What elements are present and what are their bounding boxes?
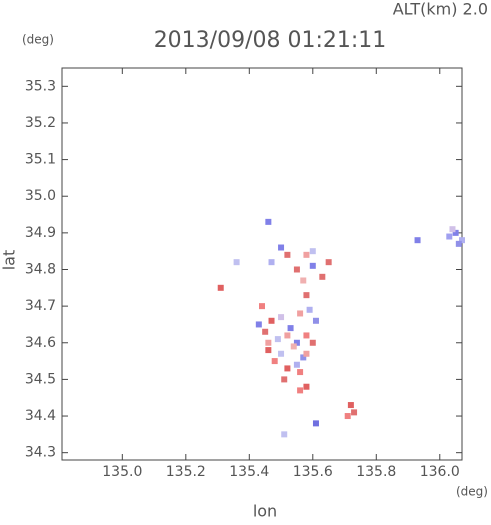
- echo-point: [300, 277, 307, 284]
- y-tick-label: 35.2: [25, 115, 56, 131]
- x-tick-label: 135.8: [356, 464, 396, 480]
- altitude-label: ALT(km) 2.0: [393, 0, 488, 19]
- echo-point: [255, 321, 262, 328]
- echo-point: [297, 369, 304, 376]
- echo-point: [287, 325, 294, 332]
- echo-point: [446, 233, 453, 240]
- y-tick-label: 35.3: [25, 78, 56, 94]
- echo-point: [303, 292, 310, 299]
- x-tick-label: 135.4: [229, 464, 269, 480]
- y-tick-label: 35.0: [25, 188, 56, 204]
- y-tick-label: 34.9: [25, 225, 56, 241]
- echo-point: [290, 343, 297, 350]
- echo-point: [284, 332, 291, 339]
- echo-point: [300, 354, 307, 361]
- echo-point: [303, 251, 310, 258]
- chart-title: 2013/09/08 01:21:11: [154, 28, 387, 53]
- echo-point: [325, 259, 332, 266]
- x-unit: (deg): [456, 485, 488, 499]
- x-axis-label: lon: [253, 502, 277, 521]
- echo-point: [297, 387, 304, 394]
- echo-point: [303, 332, 310, 339]
- echo-point: [259, 303, 265, 310]
- echo-point: [281, 431, 288, 438]
- echo-point: [278, 350, 285, 357]
- plot-frame: [61, 67, 463, 461]
- echo-point: [284, 251, 291, 258]
- echo-point: [268, 259, 275, 266]
- echo-point: [414, 237, 421, 244]
- echo-point: [274, 336, 281, 343]
- echo-point: [271, 358, 278, 365]
- echo-point: [312, 420, 319, 427]
- echo-point: [281, 376, 288, 383]
- x-tick-label: 135.0: [102, 464, 142, 480]
- echo-point: [309, 248, 316, 255]
- y-unit: (deg): [22, 33, 54, 47]
- x-tick-label: 135.2: [166, 464, 206, 480]
- echo-point: [319, 273, 326, 280]
- echo-point: [217, 284, 224, 291]
- echo-point: [278, 244, 285, 251]
- echo-point: [309, 262, 316, 269]
- x-tick-label: 136.0: [420, 464, 460, 480]
- echo-point: [293, 266, 300, 273]
- y-tick-label: 34.3: [25, 445, 56, 461]
- echo-point: [233, 259, 240, 266]
- echo-point: [293, 339, 300, 346]
- echo-point: [278, 314, 285, 321]
- echo-point: [262, 328, 269, 335]
- y-tick-label: 34.4: [25, 408, 56, 424]
- echo-point: [293, 361, 300, 368]
- echo-point: [455, 240, 462, 247]
- echo-point: [265, 339, 272, 346]
- y-tick-label: 34.7: [25, 298, 56, 314]
- echo-point: [344, 413, 351, 420]
- y-tick-label: 34.6: [25, 335, 56, 351]
- echo-point: [303, 350, 310, 357]
- echo-point: [351, 409, 358, 416]
- echo-point: [297, 310, 304, 317]
- echo-point: [265, 347, 272, 354]
- echo-point: [306, 306, 313, 313]
- echo-point: [268, 317, 275, 324]
- echo-point: [309, 339, 316, 346]
- echo-point: [284, 365, 291, 372]
- echo-point: [303, 383, 310, 390]
- echo-point: [449, 226, 456, 233]
- echo-point: [459, 237, 465, 244]
- y-tick-label: 34.8: [25, 261, 56, 277]
- x-tick-label: 135.6: [293, 464, 333, 480]
- y-tick-label: 34.5: [25, 371, 56, 387]
- echo-point: [452, 229, 459, 236]
- echo-point: [312, 317, 319, 324]
- y-tick-label: 35.1: [25, 152, 56, 168]
- echo-point: [265, 218, 272, 225]
- y-axis-label: lat: [0, 250, 19, 271]
- echo-point: [347, 402, 354, 409]
